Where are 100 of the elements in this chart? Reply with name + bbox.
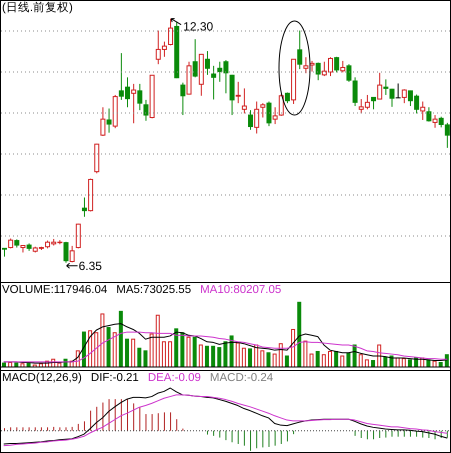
candlestick [266, 101, 272, 127]
bar [100, 313, 104, 367]
bar [408, 359, 412, 367]
bar [125, 338, 130, 367]
candlestick [272, 106, 278, 125]
bar [377, 344, 382, 367]
bar [223, 341, 228, 367]
bar [198, 344, 203, 367]
bar [352, 344, 357, 367]
candlestick [137, 83, 142, 111]
candlestick [420, 101, 426, 120]
chart-title: MACD(12,26,9) [2, 372, 82, 384]
bar [266, 352, 270, 367]
candlestick [82, 197, 87, 218]
bar [204, 346, 209, 367]
bar [211, 346, 216, 367]
candlestick [254, 101, 260, 134]
candlestick [106, 108, 112, 134]
candlestick [284, 92, 290, 104]
bar [168, 341, 172, 367]
bar [328, 350, 332, 367]
annotation: 6.35 [78, 259, 102, 274]
bar [254, 344, 258, 367]
candlestick [334, 56, 340, 73]
bar [291, 328, 296, 367]
bar [143, 350, 148, 367]
candlestick [143, 99, 148, 122]
bar [371, 360, 376, 367]
candlestick [260, 102, 266, 118]
candlestick [180, 82, 186, 116]
bar [334, 350, 338, 367]
bar [2, 362, 6, 367]
candlestick [346, 64, 352, 82]
bar [162, 341, 166, 367]
candlestick [168, 18, 174, 46]
candlestick [371, 96, 376, 110]
candlestick [100, 106, 106, 136]
bar [217, 347, 222, 367]
candlestick [248, 110, 254, 130]
candlestick [396, 82, 401, 98]
bar [358, 354, 363, 367]
bar [14, 362, 18, 367]
bar [150, 334, 154, 367]
bar [242, 348, 246, 367]
chart-title: (日线.前复权) [2, 2, 73, 14]
candlestick [278, 94, 284, 116]
candlestick [316, 62, 321, 81]
bar [402, 358, 406, 367]
text: MA5:73025.55 [116, 284, 192, 296]
candlestick [192, 38, 198, 78]
candlestick [303, 56, 308, 74]
bar [297, 302, 302, 367]
bar [432, 360, 437, 367]
bar [272, 354, 277, 367]
candlestick [76, 223, 81, 249]
candlestick [340, 60, 346, 73]
series-label: DEA:-0.09 [148, 372, 201, 384]
bar [248, 348, 252, 367]
bar [278, 343, 283, 367]
candlestick [426, 106, 432, 122]
bar [137, 348, 142, 367]
candlestick [70, 245, 75, 263]
bar [230, 335, 234, 367]
candlestick [297, 30, 302, 70]
candlestick [211, 65, 216, 100]
candlestick [432, 114, 438, 128]
text: VOLUME:117946.04 [2, 284, 108, 296]
bar [444, 354, 449, 367]
bar [383, 356, 388, 367]
bar [186, 336, 191, 367]
bar [340, 356, 344, 367]
bar [284, 356, 289, 367]
bar [364, 359, 369, 367]
bar [94, 332, 98, 367]
bar [174, 328, 178, 367]
candlestick [402, 88, 407, 104]
bar [346, 352, 350, 367]
bar [106, 327, 111, 367]
bar [112, 332, 117, 367]
bar [192, 336, 197, 367]
annotation: 12.30 [183, 20, 214, 34]
bar [438, 362, 443, 367]
candlestick [204, 50, 210, 76]
bar [310, 354, 314, 367]
bar [88, 330, 92, 367]
candlestick [64, 241, 69, 264]
text: MA10:80207.05 [200, 284, 282, 296]
bar [156, 314, 160, 367]
bar [316, 350, 320, 367]
candlestick [242, 88, 247, 114]
bar [82, 332, 86, 367]
bar [131, 338, 136, 367]
bar [260, 350, 264, 367]
series-label: DIF:-0.21 [90, 372, 139, 384]
candlestick [131, 83, 136, 124]
bar [303, 340, 308, 367]
candlestick [377, 72, 382, 100]
bar [236, 342, 240, 367]
candlestick [8, 238, 14, 249]
bar [118, 310, 123, 367]
